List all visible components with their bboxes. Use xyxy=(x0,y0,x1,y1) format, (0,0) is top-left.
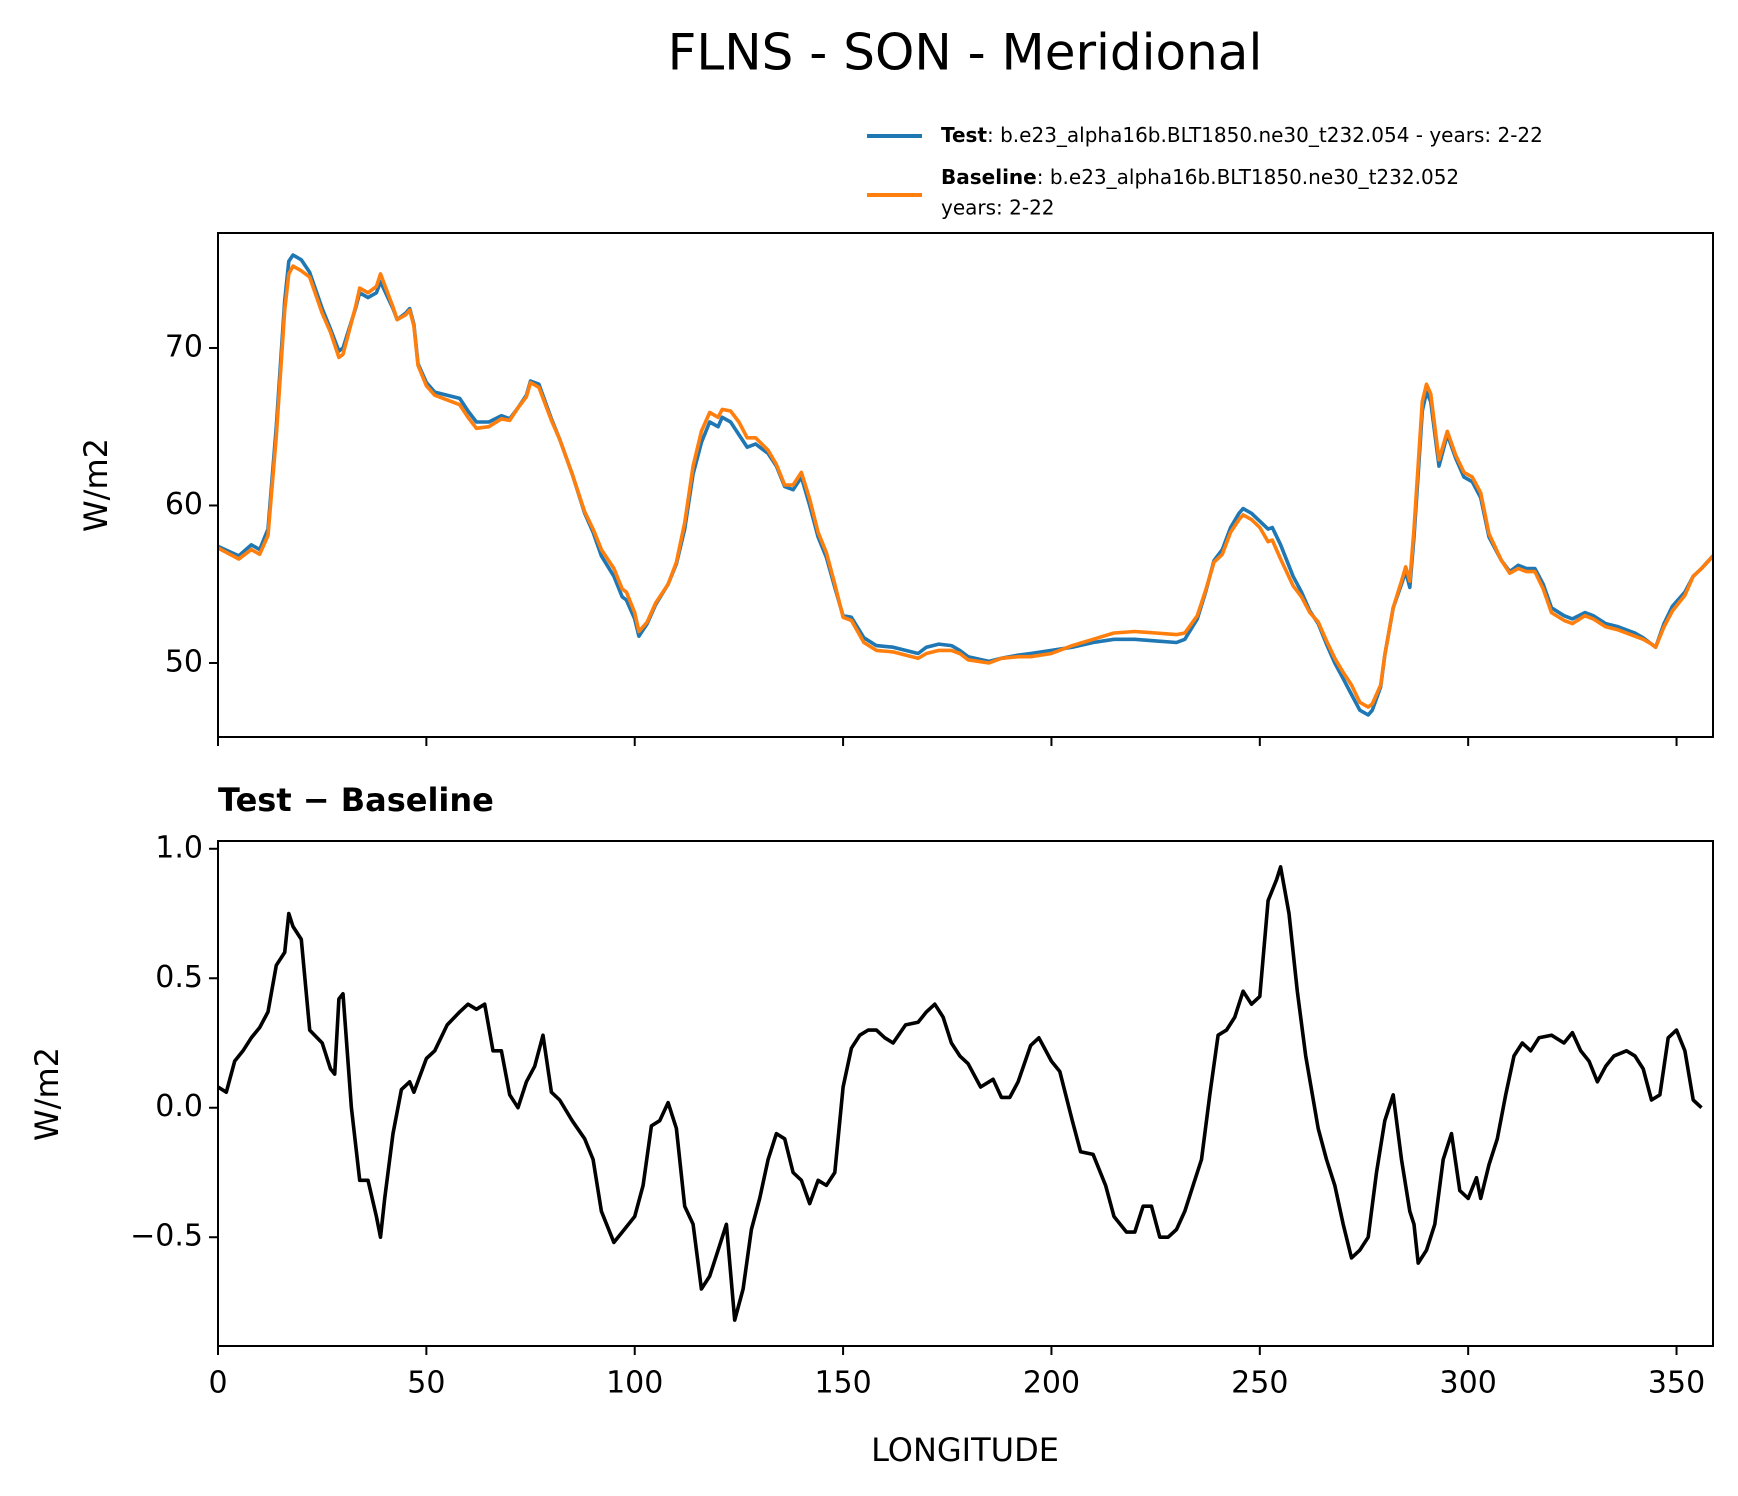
chart-title: FLNS - SON - Meridional xyxy=(668,24,1263,82)
legend-name: Test xyxy=(941,123,987,147)
x-axis-label: LONGITUDE xyxy=(871,1431,1059,1469)
x-tick-label: 300 xyxy=(1440,1366,1497,1401)
series-line xyxy=(218,865,1703,1322)
x-tick-label: 250 xyxy=(1231,1366,1288,1401)
legend-name: Baseline xyxy=(941,165,1037,189)
x-tick-label: 200 xyxy=(1023,1366,1080,1401)
series-line xyxy=(218,264,1713,709)
x-tick-label: 350 xyxy=(1648,1366,1705,1401)
y-tick-label: 60 xyxy=(165,487,203,522)
y-axis-label: W/m2 xyxy=(28,1047,66,1141)
plot-frame xyxy=(217,840,1714,1347)
x-tick-label: 0 xyxy=(208,1366,227,1401)
y-tick-label: −0.5 xyxy=(130,1219,203,1254)
legend-entry: Baseline: b.e23_alpha16b.BLT1850.ne30_t2… xyxy=(941,165,1459,189)
x-tick-label: 50 xyxy=(407,1366,445,1401)
y-tick-label: 0.5 xyxy=(155,960,203,995)
legend-description: : b.e23_alpha16b.BLT1850.ne30_t232.054 -… xyxy=(987,123,1543,147)
x-tick-label: 100 xyxy=(606,1366,663,1401)
x-tick-label: 150 xyxy=(814,1366,871,1401)
legend-description: years: 2-22 xyxy=(941,196,1055,220)
y-tick-label: 50 xyxy=(165,644,203,679)
legend-description: : b.e23_alpha16b.BLT1850.ne30_t232.052 xyxy=(1037,165,1459,189)
y-tick-label: 0.0 xyxy=(155,1089,203,1124)
plot-frame xyxy=(217,232,1714,738)
y-tick-label: 1.0 xyxy=(155,830,203,865)
series-line xyxy=(218,253,1713,717)
y-axis-label: W/m2 xyxy=(77,438,115,532)
y-tick-label: 70 xyxy=(165,329,203,364)
legend: Test: b.e23_alpha16b.BLT1850.ne30_t232.0… xyxy=(867,123,1543,220)
legend-entry: Test: b.e23_alpha16b.BLT1850.ne30_t232.0… xyxy=(941,123,1543,147)
subplot-title: Test − Baseline xyxy=(218,781,494,819)
